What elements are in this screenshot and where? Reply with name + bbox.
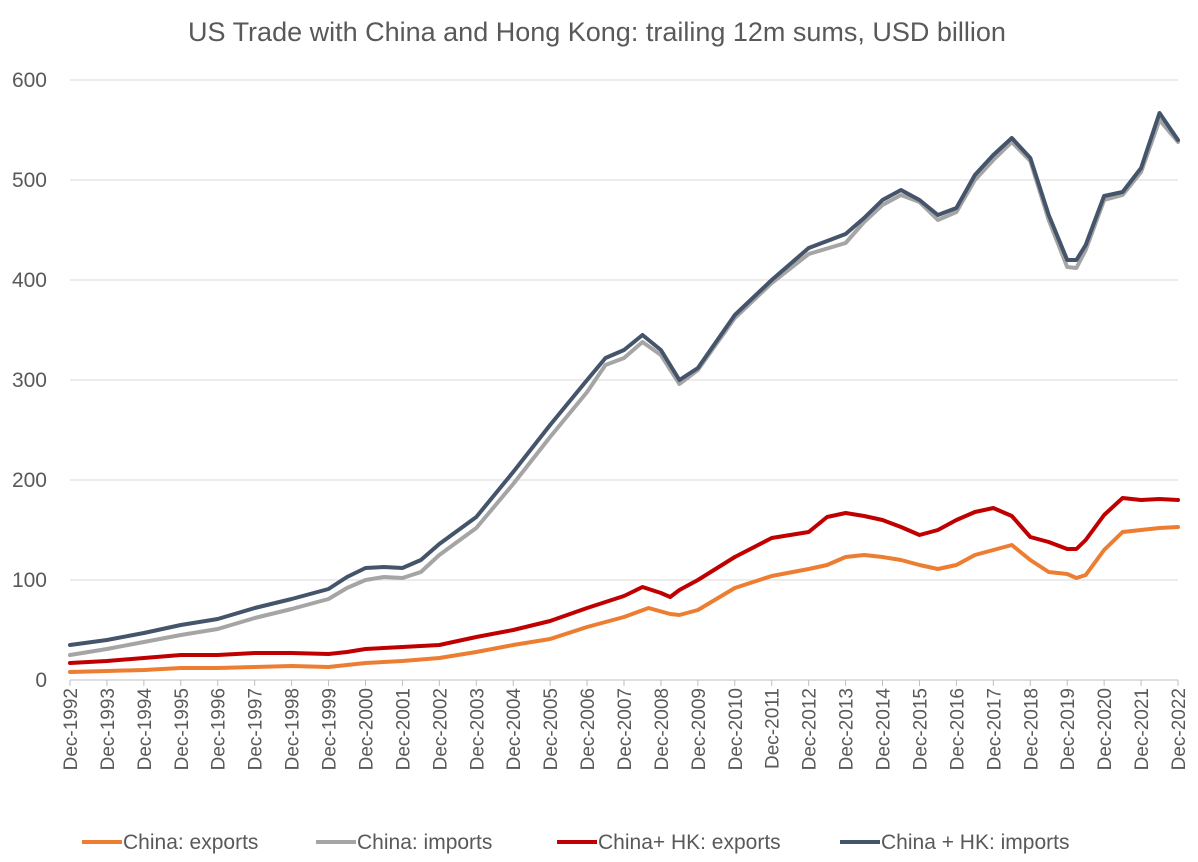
legend: China: exports China: imports China+ HK: e… xyxy=(82,831,1070,854)
x-tick-label: Dec-2002 xyxy=(430,688,451,770)
x-tick-label: Dec-1995 xyxy=(172,688,193,770)
x-tick-label: Dec-2017 xyxy=(984,688,1005,770)
x-tick-label: Dec-2016 xyxy=(947,688,968,770)
x-tick-label: Dec-2009 xyxy=(689,688,710,770)
x-tick-label: Dec-1996 xyxy=(209,688,230,770)
x-tick-label: Dec-2011 xyxy=(763,688,784,769)
chart-title: US Trade with China and Hong Kong: trail… xyxy=(188,17,1006,47)
x-tick-label: Dec-2003 xyxy=(467,688,488,770)
y-tick-label: 400 xyxy=(12,269,47,292)
y-tick-label: 500 xyxy=(12,169,47,192)
x-tick-label: Dec-2000 xyxy=(356,688,377,770)
x-tick-label: Dec-2005 xyxy=(541,688,562,770)
x-tick-label: Dec-2020 xyxy=(1095,688,1116,770)
x-tick-label: Dec-2006 xyxy=(578,688,599,770)
x-tick-label: Dec-1994 xyxy=(135,688,156,771)
series-line-china-hk-imports xyxy=(68,111,1180,647)
x-tick-label: Dec-2022 xyxy=(1169,688,1190,770)
legend-label: China+ HK: exports xyxy=(598,831,781,854)
x-tick-label: Dec-2015 xyxy=(910,688,931,770)
y-axis-ticks: 0 100 200 300 400 500 600 xyxy=(12,69,47,692)
series-line-china-exports xyxy=(68,525,1180,674)
x-tick-label: Dec-2014 xyxy=(874,688,895,771)
x-tick-label: Dec-2010 xyxy=(726,688,747,770)
x-tick-label: Dec-2001 xyxy=(393,688,414,770)
series-line-china-imports xyxy=(68,118,1180,657)
x-tick-label: Dec-1997 xyxy=(246,688,267,770)
legend-label: China: exports xyxy=(123,831,258,854)
x-tick-label: Dec-2004 xyxy=(504,688,525,771)
x-tick-label: Dec-2013 xyxy=(837,688,858,770)
x-tick-label: Dec-1999 xyxy=(320,688,341,770)
x-axis-ticks: Dec-1992 Dec-1993 Dec-1994 Dec-1995 Dec-1996… xyxy=(61,680,1190,770)
y-tick-label: 200 xyxy=(12,469,47,492)
x-tick-label: Dec-1998 xyxy=(283,688,304,770)
y-tick-label: 600 xyxy=(12,69,47,92)
x-tick-label: Dec-2021 xyxy=(1132,688,1153,770)
x-tick-label: Dec-2007 xyxy=(615,688,636,770)
y-tick-label: 300 xyxy=(12,369,47,392)
legend-label: China: imports xyxy=(357,831,492,854)
y-tick-label: 0 xyxy=(35,669,47,692)
gridlines xyxy=(70,79,1178,681)
series-lines xyxy=(68,111,1180,674)
y-tick-label: 100 xyxy=(12,569,47,592)
x-tick-label: Dec-2019 xyxy=(1058,688,1079,770)
x-tick-label: Dec-2008 xyxy=(652,688,673,770)
series-line-china-hk-exports xyxy=(68,496,1180,665)
legend-label: China + HK: imports xyxy=(881,831,1070,854)
x-tick-label: Dec-2012 xyxy=(800,688,821,770)
x-tick-label: Dec-2018 xyxy=(1021,688,1042,770)
x-tick-label: Dec-1993 xyxy=(98,688,119,770)
x-tick-label: Dec-1992 xyxy=(61,688,82,770)
